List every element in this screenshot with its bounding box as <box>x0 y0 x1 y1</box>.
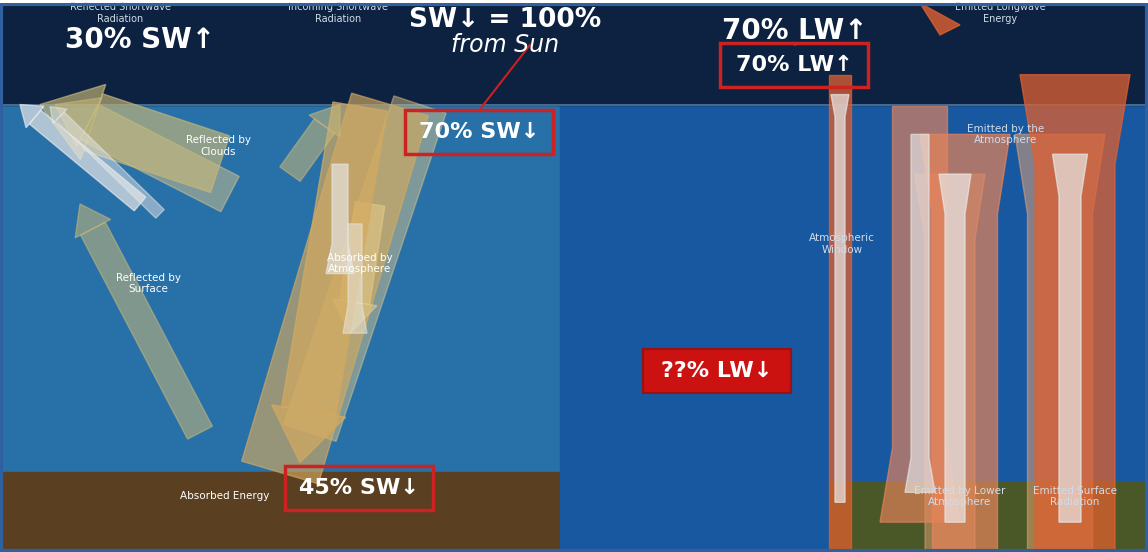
Text: 45% SW↓: 45% SW↓ <box>298 479 419 498</box>
Polygon shape <box>915 174 985 552</box>
Polygon shape <box>920 134 1010 552</box>
Bar <box>720 43 868 87</box>
Text: Emitted by Lower
Atmosphere: Emitted by Lower Atmosphere <box>914 486 1006 507</box>
Polygon shape <box>284 96 447 441</box>
Polygon shape <box>1021 75 1130 552</box>
Polygon shape <box>80 104 239 212</box>
Polygon shape <box>280 119 335 182</box>
Text: Atmospheric
Window: Atmospheric Window <box>809 233 875 254</box>
Polygon shape <box>76 204 110 238</box>
Polygon shape <box>881 107 960 522</box>
Text: Reflected Shortwave
Radiation: Reflected Shortwave Radiation <box>70 2 171 24</box>
Polygon shape <box>905 134 934 492</box>
Bar <box>560 104 1148 552</box>
Polygon shape <box>829 75 851 552</box>
Polygon shape <box>56 112 164 218</box>
Bar <box>405 110 553 154</box>
Polygon shape <box>30 110 146 211</box>
Text: Absorbed by
Atmosphere: Absorbed by Atmosphere <box>327 253 393 274</box>
Text: Emitted Longwave
Energy: Emitted Longwave Energy <box>955 2 1046 24</box>
Text: Emitted Surface
Radiation: Emitted Surface Radiation <box>1033 486 1117 507</box>
Polygon shape <box>1053 154 1087 522</box>
Bar <box>0 3 1148 104</box>
Polygon shape <box>340 201 385 305</box>
Text: Incoming Shortwave
Radiation: Incoming Shortwave Radiation <box>288 2 388 24</box>
Polygon shape <box>831 94 850 502</box>
Bar <box>0 104 560 552</box>
Polygon shape <box>80 222 212 439</box>
Polygon shape <box>309 104 340 137</box>
Polygon shape <box>55 98 102 146</box>
Bar <box>285 466 433 510</box>
Polygon shape <box>84 94 230 193</box>
Text: 70% LW↑: 70% LW↑ <box>736 55 852 75</box>
Bar <box>643 349 791 393</box>
Polygon shape <box>20 104 44 128</box>
Polygon shape <box>343 224 367 333</box>
Text: ??% LW↓: ??% LW↓ <box>661 361 773 381</box>
Polygon shape <box>939 174 971 522</box>
Polygon shape <box>272 405 346 463</box>
Polygon shape <box>1015 134 1106 552</box>
Text: Reflected by
Clouds: Reflected by Clouds <box>186 135 250 157</box>
Text: Emitted by the
Atmosphere: Emitted by the Atmosphere <box>968 124 1045 145</box>
Bar <box>0 473 560 552</box>
Polygon shape <box>51 107 67 123</box>
Text: SW↓ = 100%: SW↓ = 100% <box>409 7 602 33</box>
Polygon shape <box>326 164 354 274</box>
Polygon shape <box>40 84 106 160</box>
Polygon shape <box>242 93 428 484</box>
Polygon shape <box>333 299 377 333</box>
Polygon shape <box>920 3 960 35</box>
Polygon shape <box>281 102 387 416</box>
Text: Absorbed Energy: Absorbed Energy <box>180 491 270 501</box>
Bar <box>830 482 1148 552</box>
Text: from Sun: from Sun <box>451 33 559 57</box>
Text: 70% SW↓: 70% SW↓ <box>419 123 540 142</box>
Text: Reflected by
Surface: Reflected by Surface <box>116 273 180 294</box>
Text: 70% LW↑: 70% LW↑ <box>722 17 868 45</box>
Text: 30% SW↑: 30% SW↑ <box>65 26 215 54</box>
